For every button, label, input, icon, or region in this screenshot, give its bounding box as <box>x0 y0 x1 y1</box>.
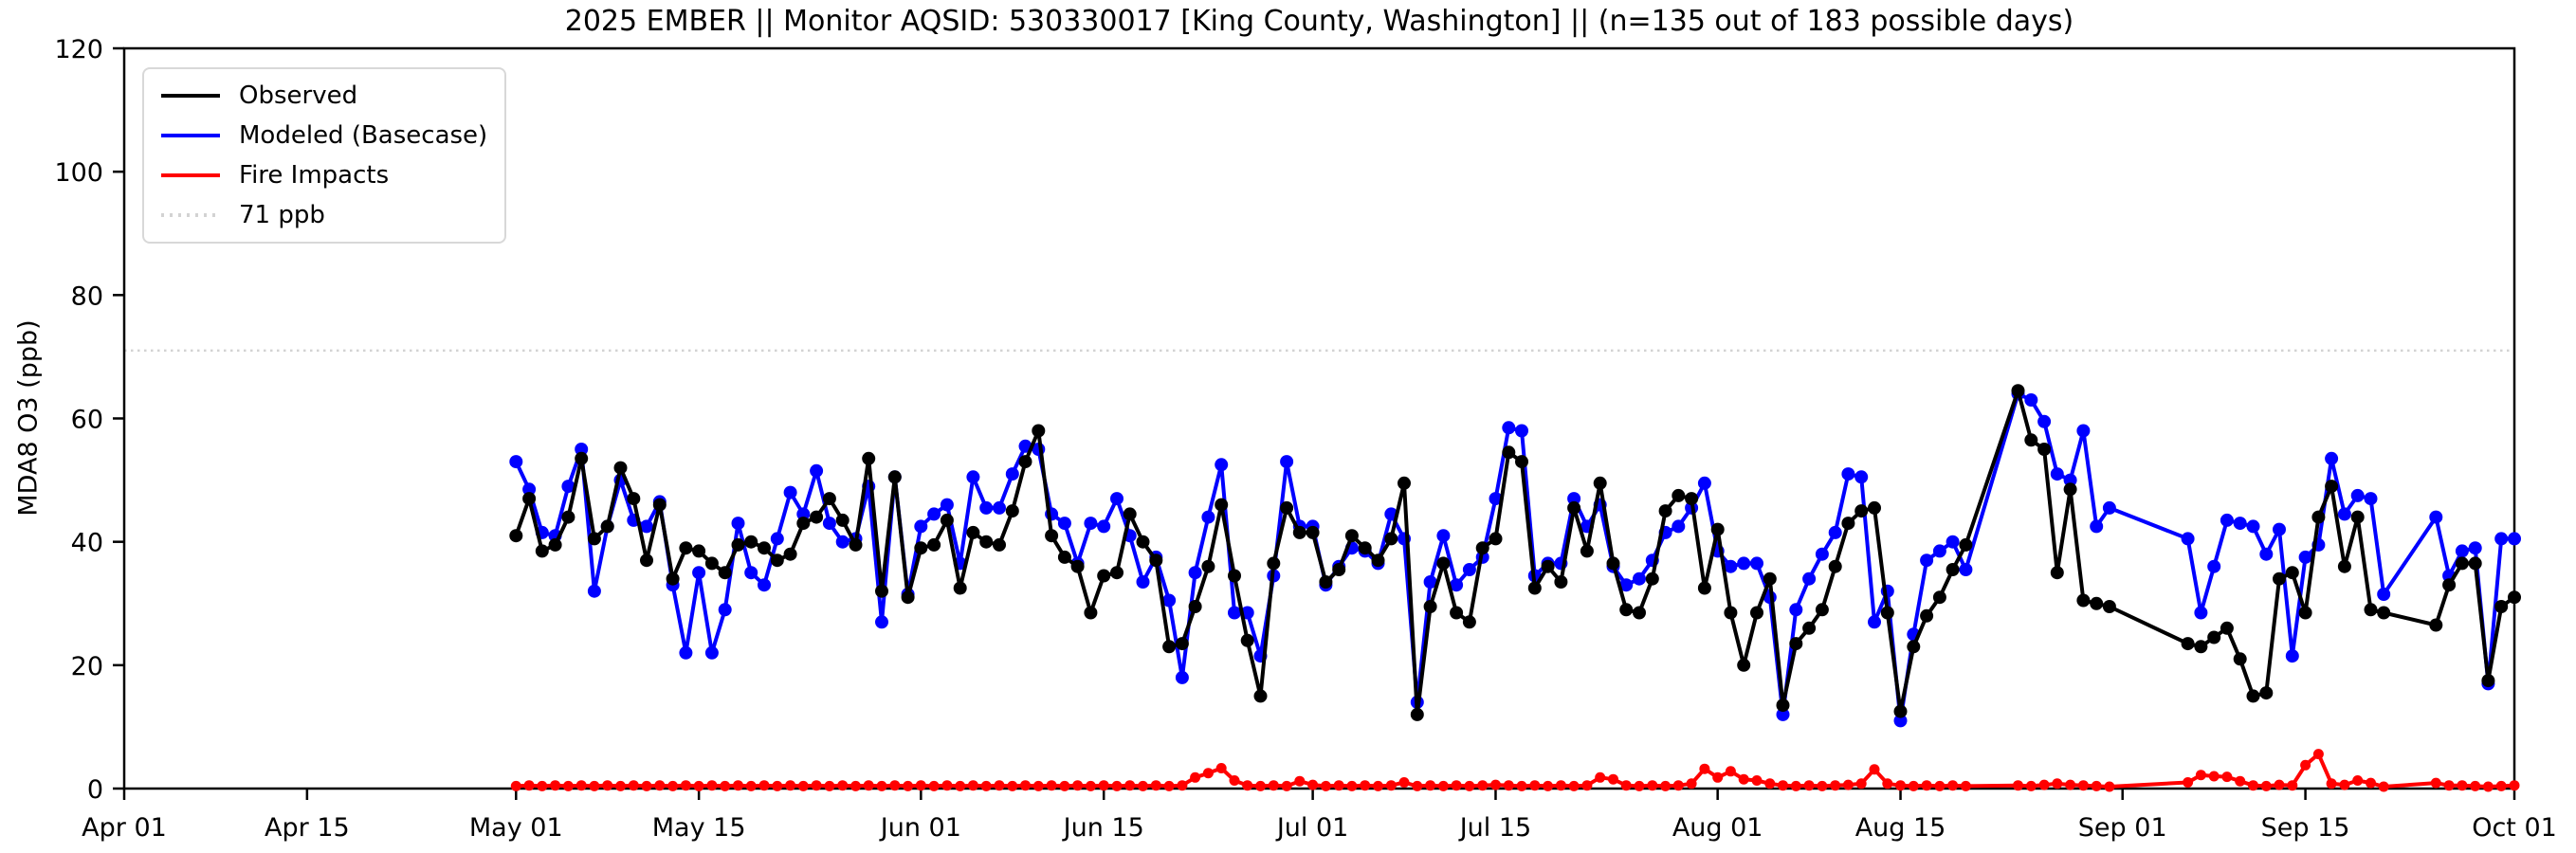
x-tick-label: May 01 <box>469 813 563 843</box>
x-tick-label: Oct 01 <box>2472 813 2557 843</box>
legend-label-fire-impacts: Fire Impacts <box>239 161 390 190</box>
legend-label-reference-line: 71 ppb <box>239 201 325 229</box>
x-tick-label: Jun 15 <box>1062 813 1144 843</box>
legend-item-observed: Observed <box>161 81 487 111</box>
legend: Observed Modeled (Basecase) Fire Impacts… <box>142 67 507 244</box>
legend-swatch-reference-line <box>161 213 220 217</box>
legend-item-fire-impacts: Fire Impacts <box>161 160 487 191</box>
y-tick-label: 60 <box>71 406 103 435</box>
x-tick-label: Aug 15 <box>1855 813 1946 843</box>
y-tick-label: 100 <box>54 158 103 188</box>
chart-title: 2025 EMBER || Monitor AQSID: 530330017 [… <box>564 5 2074 38</box>
x-tick-label: Jul 15 <box>1458 813 1532 843</box>
x-axis-ticks: Apr 01 Apr 15 May 01 May 15 Jun 01 Jun 15 Jul … <box>82 789 2557 843</box>
y-tick-label: 120 <box>54 35 103 64</box>
x-tick-label: Apr 15 <box>265 813 350 843</box>
y-tick-label: 40 <box>71 529 103 558</box>
y-tick-label: 0 <box>87 775 103 805</box>
legend-swatch-modeled <box>161 134 220 137</box>
legend-label-modeled: Modeled (Basecase) <box>239 121 488 150</box>
legend-item-modeled: Modeled (Basecase) <box>161 120 487 151</box>
legend-swatch-observed <box>161 94 220 98</box>
x-tick-label: Sep 01 <box>2078 813 2167 843</box>
legend-label-observed: Observed <box>239 82 358 110</box>
y-tick-label: 80 <box>71 281 103 311</box>
y-axis-ticks: 0 20 40 60 80 100 120 <box>54 35 124 805</box>
x-tick-label: Sep 15 <box>2261 813 2350 843</box>
x-tick-label: Jul 01 <box>1275 813 1349 843</box>
legend-item-reference-line: 71 ppb <box>161 200 487 230</box>
series-fire-impacts <box>510 749 2520 792</box>
x-tick-label: Aug 01 <box>1672 813 1763 843</box>
x-tick-label: May 15 <box>652 813 746 843</box>
x-tick-label: Apr 01 <box>82 813 167 843</box>
y-axis-label: MDA8 O3 (ppb) <box>13 319 44 517</box>
y-tick-label: 20 <box>71 652 103 681</box>
x-tick-label: Jun 01 <box>879 813 961 843</box>
series-modeled-basecase- <box>509 387 2521 728</box>
series-observed <box>509 384 2521 721</box>
legend-swatch-fire-impacts <box>161 173 220 177</box>
